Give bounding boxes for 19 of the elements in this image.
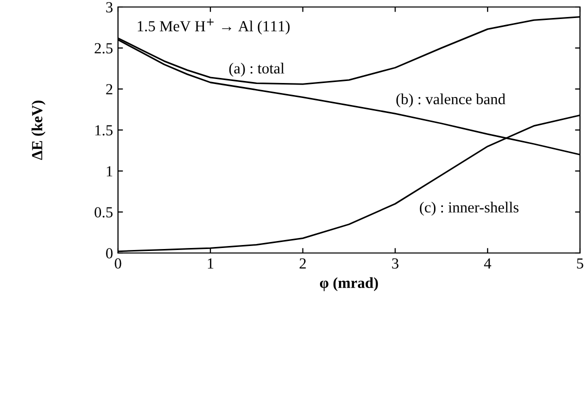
x-tick-label: 2 <box>300 258 306 268</box>
y-tick-label: 2.5 <box>94 43 113 54</box>
x-tick-label: 3 <box>392 258 398 269</box>
y-tick-label: 0.5 <box>94 207 113 218</box>
y-tick-label: 0 <box>106 248 113 258</box>
y-tick-label: 1.5 <box>95 125 113 136</box>
x-tick-label: 1 <box>208 258 214 268</box>
y-tick-label: 2 <box>106 84 112 94</box>
y-tick-label: 3 <box>106 2 113 12</box>
y-axis-title: ΔE (keV) <box>32 100 46 160</box>
x-axis-title: φ (mrad) <box>320 277 378 292</box>
x-tick-label: 5 <box>577 258 584 269</box>
annotation: (b) : valence band <box>396 94 506 108</box>
annotation: (a) : total <box>229 62 284 77</box>
y-tick-label: 1 <box>106 166 112 176</box>
x-tick-label: 0 <box>114 258 122 269</box>
x-tick-label: 4 <box>484 258 492 268</box>
annotation: (c) : inner-shells <box>420 202 518 216</box>
annotation: 1.5 MeV H$^{+}$ → Al (111) <box>138 18 290 34</box>
